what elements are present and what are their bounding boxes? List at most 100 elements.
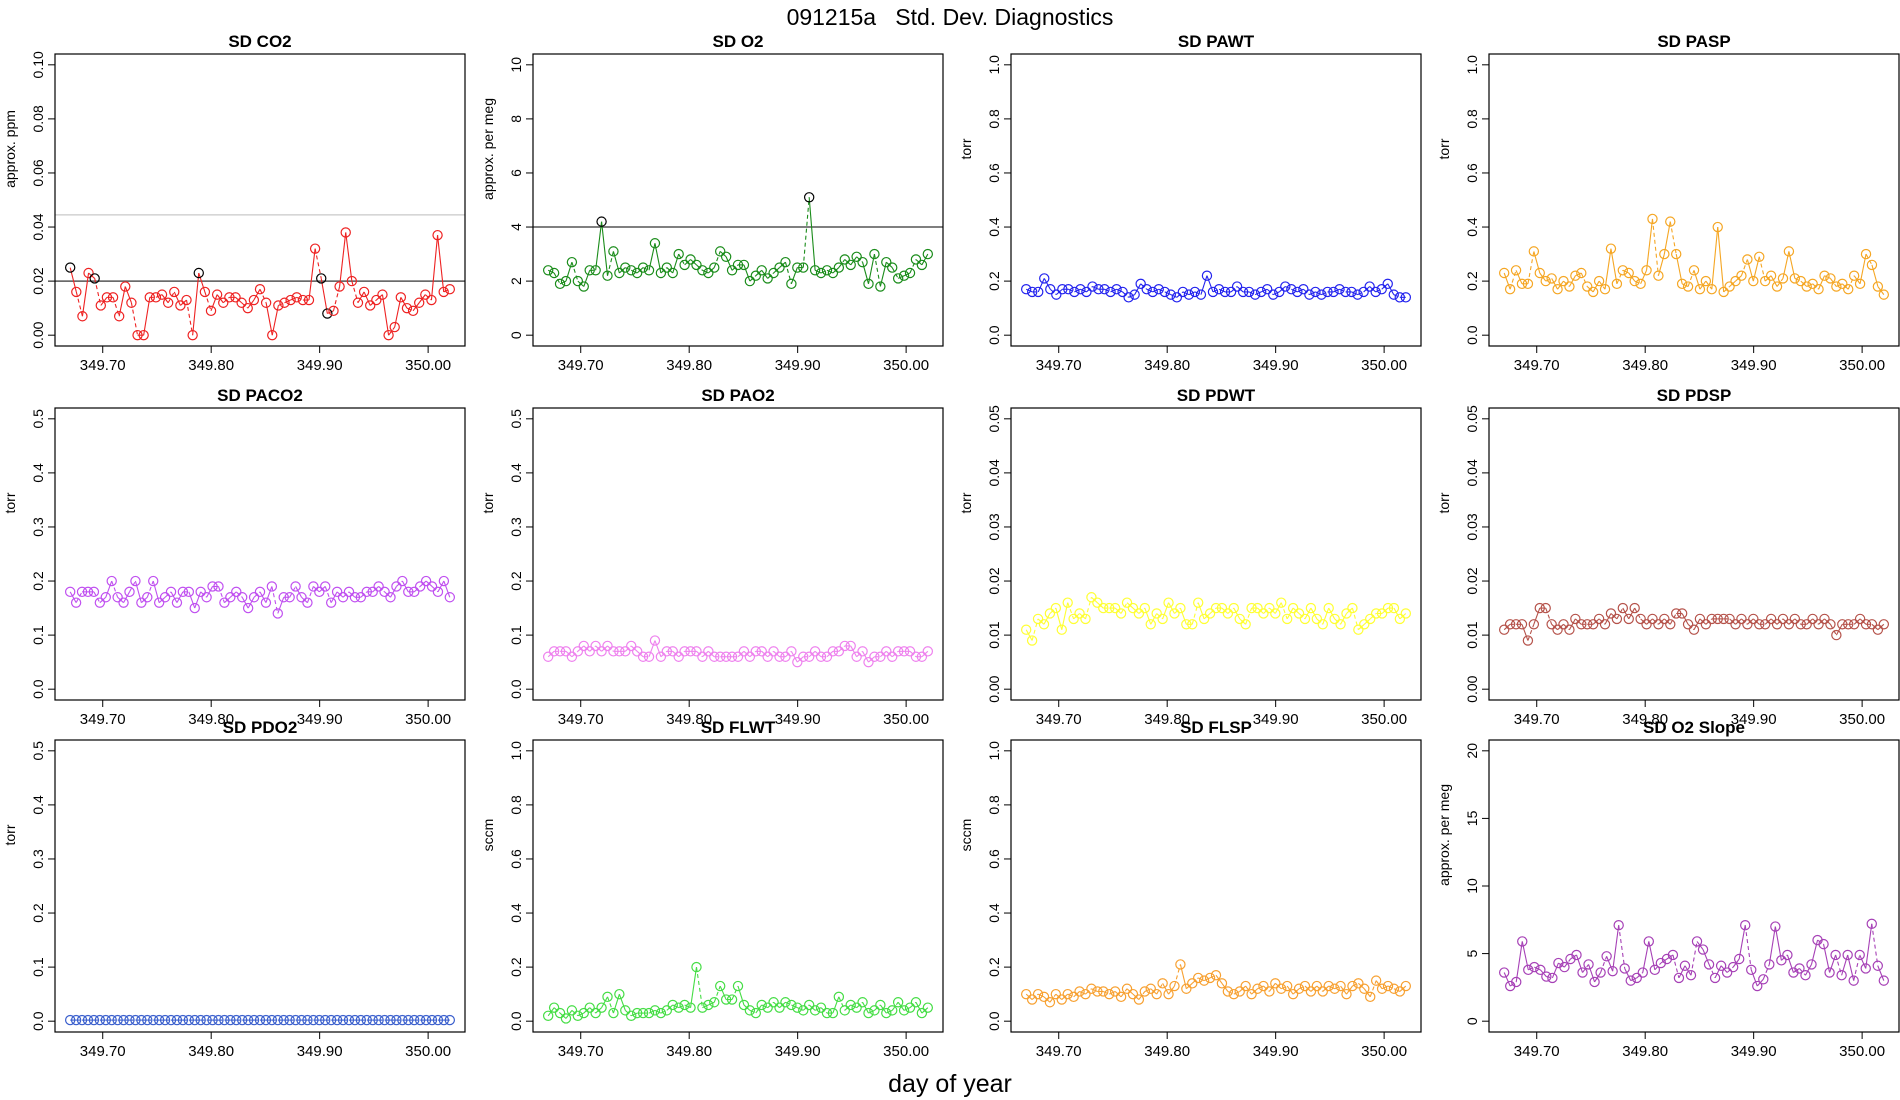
series-segment: [1067, 993, 1074, 998]
data-point: [904, 267, 916, 279]
data-point: [1836, 970, 1847, 981]
series-segment: [1114, 607, 1122, 614]
x-tick-label: 349.70: [1036, 357, 1082, 374]
series-segment: [1132, 607, 1140, 614]
data-point: [266, 1014, 278, 1026]
y-axis-label: sccm: [958, 819, 974, 852]
x-tick-label: 350.00: [405, 1043, 451, 1060]
data-point: [786, 278, 797, 290]
data-point: [1552, 284, 1563, 295]
data-point: [1045, 284, 1056, 295]
data-point: [887, 262, 898, 273]
series-segment: [1245, 985, 1253, 995]
data-point: [1359, 619, 1370, 630]
series-segment: [601, 221, 609, 276]
data-point: [1335, 980, 1346, 992]
x-tick-label: 349.80: [188, 711, 234, 728]
series-segment: [1086, 286, 1093, 293]
series-segment: [192, 272, 200, 336]
y-tick-label: 0.00: [30, 321, 46, 348]
data-point: [1570, 270, 1581, 281]
data-point: [1623, 267, 1634, 279]
x-tick-label: 349.70: [558, 711, 604, 728]
data-point: [1641, 619, 1652, 630]
series-segment: [339, 232, 347, 287]
series-segment: [1055, 993, 1063, 1000]
data-point: [1878, 619, 1890, 630]
y-tick-label: 0.4: [1464, 217, 1480, 237]
series-segment: [856, 256, 863, 263]
data-point: [572, 1010, 584, 1021]
series-segment: [1568, 275, 1576, 287]
data-point: [1595, 967, 1606, 978]
data-point: [572, 275, 584, 287]
data-point: [1334, 284, 1345, 295]
data-point: [875, 651, 886, 662]
series-segment: [1594, 972, 1602, 983]
series-segment: [1049, 288, 1057, 296]
data-point: [106, 1014, 117, 1026]
data-point: [325, 597, 337, 608]
series-segment: [247, 596, 255, 609]
data-point: [77, 311, 88, 322]
data-point: [1824, 967, 1835, 978]
series-segment: [595, 1007, 602, 1014]
y-tick-label: 0.4: [508, 903, 524, 923]
data-point: [118, 1014, 129, 1026]
data-point: [566, 256, 578, 268]
series-segment: [1269, 607, 1276, 614]
data-point: [1335, 619, 1346, 630]
series-segment: [820, 269, 828, 274]
data-point: [881, 256, 892, 268]
series-segment: [327, 310, 334, 315]
x-tick-label: 350.00: [1361, 357, 1407, 374]
series-segment: [345, 232, 353, 282]
series-segment: [1509, 981, 1517, 987]
x-tick-label: 349.80: [188, 357, 234, 374]
data-point: [1388, 602, 1400, 614]
series-segment: [253, 591, 261, 598]
series-segment: [909, 259, 917, 274]
y-tick-label: 8: [508, 115, 524, 123]
data-point: [420, 575, 432, 587]
series-segment: [1729, 618, 1736, 625]
series-segment: [826, 269, 834, 274]
data-point: [1825, 619, 1836, 630]
series-segment: [1610, 613, 1618, 620]
data-point: [1564, 624, 1575, 635]
series-segment: [265, 586, 273, 603]
series-segment: [791, 1004, 798, 1009]
series-segment: [372, 586, 380, 593]
x-tick-label: 349.70: [1514, 711, 1560, 728]
y-axis-label: approx. per meg: [1436, 784, 1452, 886]
data-point: [1141, 284, 1152, 295]
series-segment: [111, 580, 119, 598]
data-point: [1274, 286, 1285, 298]
series-segment: [363, 291, 371, 306]
data-point: [1706, 613, 1717, 625]
series-segment: [1381, 985, 1389, 990]
data-point: [1341, 988, 1352, 1000]
series-segment: [241, 596, 249, 609]
data-point: [1249, 289, 1261, 300]
data-point: [1020, 284, 1032, 295]
data-point: [1216, 602, 1228, 614]
y-tick-label: 0.00: [986, 675, 1002, 702]
data-point: [1599, 619, 1611, 630]
plot-frame: [54, 53, 466, 347]
data-point: [1133, 994, 1145, 1005]
data-point: [554, 278, 566, 290]
data-point: [1139, 602, 1151, 614]
data-point: [296, 592, 307, 603]
series-segment: [921, 253, 929, 266]
data-point: [1643, 936, 1655, 947]
series-segment: [879, 650, 887, 658]
data-point: [892, 646, 904, 657]
y-tick-label: 2: [508, 277, 524, 285]
data-point: [1697, 944, 1709, 955]
series-segment: [1140, 283, 1148, 290]
data-point: [1694, 284, 1706, 295]
data-point: [1709, 972, 1721, 984]
data-point: [1157, 613, 1168, 625]
